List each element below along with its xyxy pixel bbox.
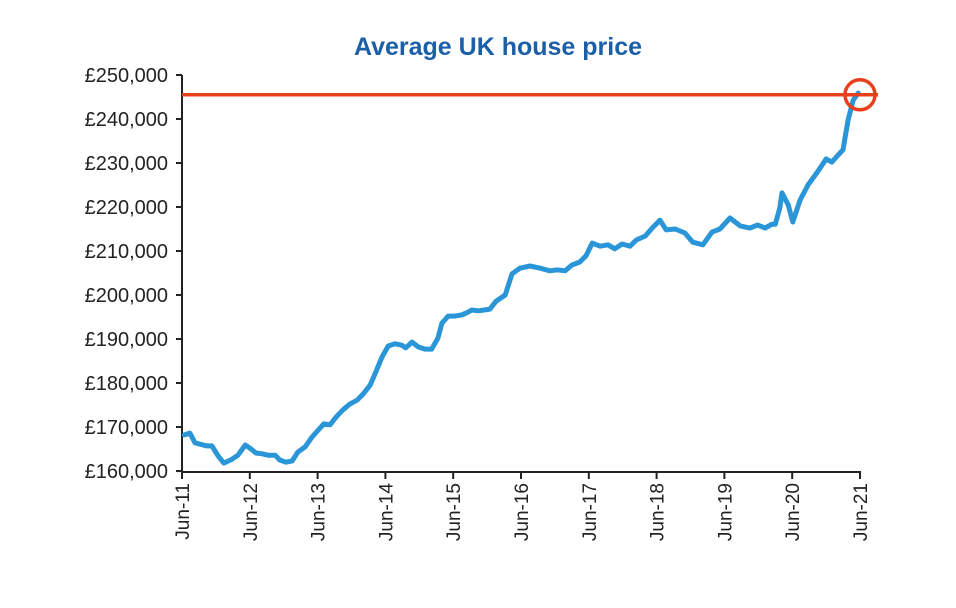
x-tick-label: Jun-18: [648, 483, 669, 541]
y-tick-label: £210,000: [85, 241, 168, 263]
x-tick-label: Jun-19: [715, 483, 736, 541]
y-tick-label: £200,000: [85, 285, 168, 307]
y-tick-label: £230,000: [85, 153, 168, 175]
y-tick-label: £220,000: [85, 197, 168, 219]
chart-title: Average UK house price: [354, 33, 642, 61]
y-tick-label: £240,000: [85, 109, 168, 131]
x-tick-label: Jun-16: [512, 483, 533, 541]
x-tick-label: Jun-14: [376, 483, 397, 542]
series-line: [184, 93, 858, 463]
x-tick-label: Jun-17: [580, 483, 601, 541]
x-tick-label: Jun-15: [444, 483, 465, 541]
y-tick-label: £180,000: [85, 373, 168, 395]
x-tick-label: Jun-13: [309, 483, 330, 541]
y-tick-label: £170,000: [85, 417, 168, 439]
y-tick-label: £190,000: [85, 329, 168, 351]
x-tick-label: Jun-20: [783, 483, 804, 541]
y-axis: £160,000 £170,000 £180,000 £190,000 £200,000…: [85, 65, 182, 483]
x-tick-label: Jun-21: [851, 483, 872, 541]
y-tick-label: £160,000: [85, 461, 168, 483]
x-tick-label: Jun-11: [173, 483, 194, 540]
x-tick-label: Jun-12: [241, 483, 262, 541]
y-tick-label: £250,000: [85, 65, 168, 87]
x-axis: Jun-11 Jun-12 Jun-13 Jun-14 Jun-15 Jun-16 Jun-…: [173, 471, 872, 541]
